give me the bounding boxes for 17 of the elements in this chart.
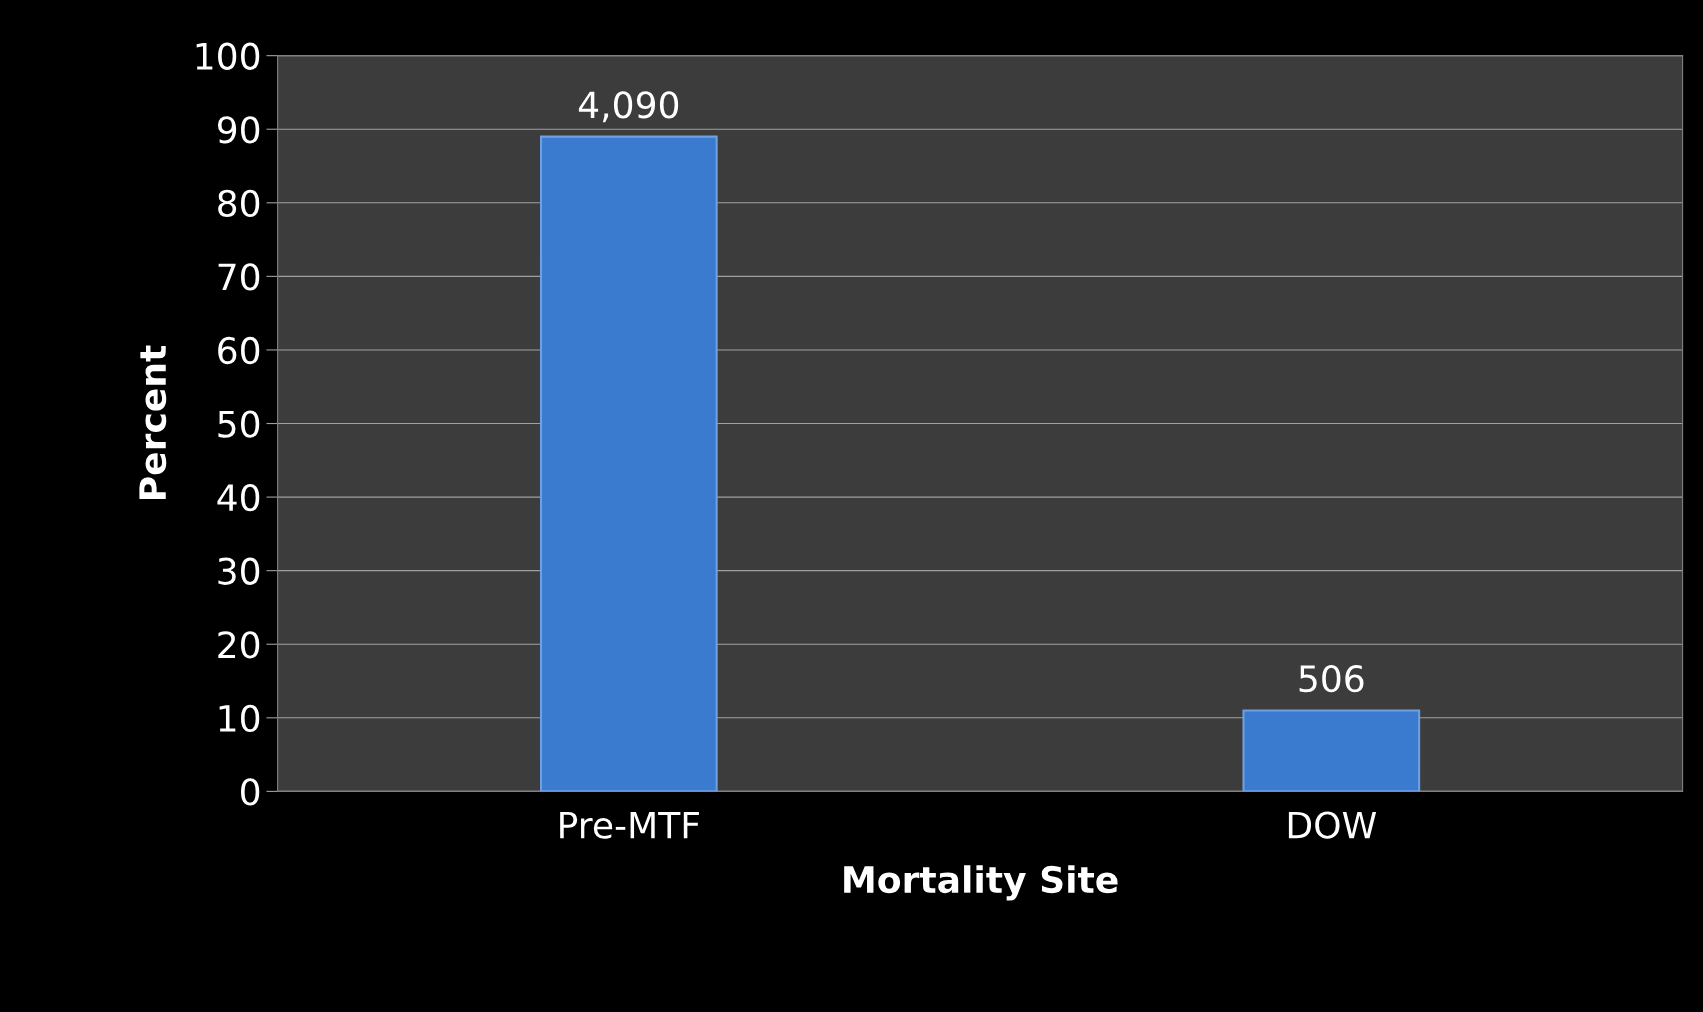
y-tick-label: 70	[218, 263, 260, 291]
annotation: 506	[1299, 665, 1364, 693]
x-tick-label: DOW	[1288, 811, 1377, 839]
x-tick-label: Pre-MTF	[560, 811, 699, 839]
y-tick-label: 50	[218, 410, 260, 438]
y-tick-label: 20	[218, 631, 260, 659]
y-tick-label: 100	[196, 42, 260, 70]
y-tick-label: 30	[218, 557, 260, 585]
y-tick-label: 40	[217, 484, 260, 512]
y-tick-label: 60	[218, 336, 260, 365]
y-tick-label: 90	[217, 116, 260, 144]
annotation: 4,090	[578, 91, 679, 123]
x-axis-title: Mortality Site	[844, 865, 1118, 901]
y-tick-label: 10	[219, 704, 260, 733]
y-tick-label: 80	[218, 189, 260, 218]
y-tick-label: 0	[241, 778, 260, 806]
y-axis-title: Percent	[139, 345, 167, 500]
